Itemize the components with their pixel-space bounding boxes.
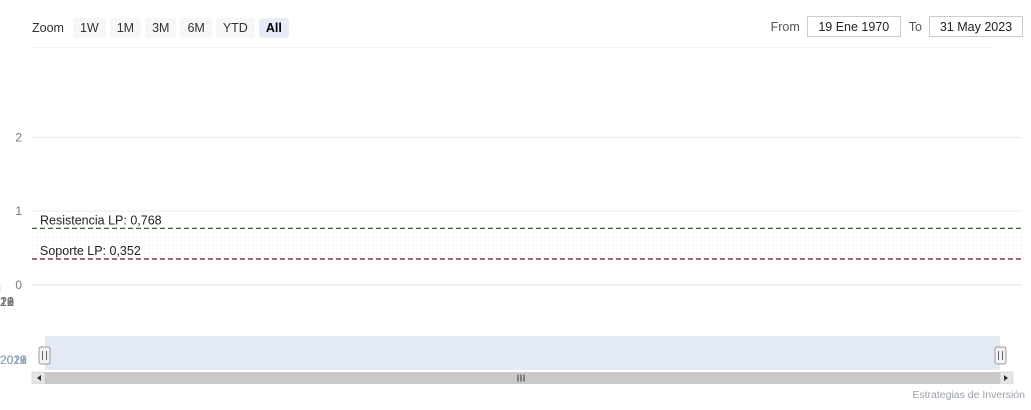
left-handle-body[interactable] xyxy=(38,346,51,365)
x-tick-label-2019: 2019 xyxy=(0,295,14,309)
navigator-year-label-2020: 2020 xyxy=(0,353,27,367)
zoom-button-1m[interactable]: 1M xyxy=(109,18,142,38)
x-tick-label-2023: 2023 xyxy=(0,295,14,309)
main-chart-svg[interactable]: Resistencia LP: 0,768 Soporte LP: 0,352 … xyxy=(0,52,1031,310)
x-tick-label-2018: 2018 xyxy=(0,295,14,309)
chart-credits[interactable]: Estrategias de Inversión xyxy=(912,389,1025,401)
zoom-controls: Zoom 1W 1M 3M 6M YTD All xyxy=(32,18,293,38)
resistance-label: Resistencia LP: 0,768 xyxy=(40,213,162,227)
y-tick-0: 0 xyxy=(15,278,22,292)
scrollbar-right-arrow-button[interactable] xyxy=(999,371,1014,385)
x-tick-label-2020: 2020 xyxy=(0,295,14,309)
navigator-scrollbar[interactable] xyxy=(31,371,1014,385)
support-resistance-band xyxy=(32,228,1022,260)
from-label: From xyxy=(770,19,800,34)
resistance-plotline: Resistencia LP: 0,768 xyxy=(32,213,1022,229)
header-divider xyxy=(32,47,992,48)
range-selector-bar: Zoom 1W 1M 3M 6M YTD All From To xyxy=(0,0,1031,48)
zoom-button-3m[interactable]: 3M xyxy=(145,18,177,38)
main-plot: Resistencia LP: 0,768 Soporte LP: 0,352 … xyxy=(0,52,1031,310)
from-date-input[interactable] xyxy=(806,16,901,37)
to-label: To xyxy=(908,19,922,34)
zoom-button-1w[interactable]: 1W xyxy=(72,18,106,38)
y-tick-2: 2 xyxy=(15,130,22,144)
navigator-right-handle[interactable] xyxy=(994,346,1007,365)
chevron-right-icon xyxy=(1004,375,1008,381)
navigator-selected-mask[interactable] xyxy=(45,336,1000,370)
navigator-year-label-2023: 2023 xyxy=(0,353,27,367)
zoom-button-all[interactable]: All xyxy=(258,18,289,38)
navigator[interactable]: 2018 2019 2020 2021 2022 2023 xyxy=(0,336,1031,385)
zoom-button-6m[interactable]: 6M xyxy=(180,18,212,38)
gridlines xyxy=(32,136,1022,286)
y-tick-1: 1 xyxy=(15,204,22,218)
date-range-controls: From To xyxy=(771,16,1023,37)
navigator-left-handle[interactable] xyxy=(38,346,51,365)
scrollbar-grip-icon xyxy=(517,374,525,382)
y-axis: 0 1 2 xyxy=(15,130,22,292)
support-label: Soporte LP: 0,352 xyxy=(40,244,141,258)
scrollbar-thumb[interactable] xyxy=(45,372,1000,384)
scrollbar-left-arrow-button[interactable] xyxy=(31,371,46,385)
zoom-label: Zoom xyxy=(32,21,64,35)
right-handle-body[interactable] xyxy=(994,346,1007,365)
support-plotline: Soporte LP: 0,352 xyxy=(32,244,1022,260)
navigator-year-label-2018: 2018 xyxy=(0,353,27,367)
navigator-year-label-2021: 2021 xyxy=(0,353,27,367)
navigator-year-label-2019: 2019 xyxy=(0,353,27,367)
x-tick-label-2021: 2021 xyxy=(0,295,14,309)
to-date-input[interactable] xyxy=(929,16,1023,37)
navigator-year-label-2022: 2022 xyxy=(0,353,27,367)
zoom-button-ytd[interactable]: YTD xyxy=(215,18,255,38)
chevron-left-icon xyxy=(37,375,41,381)
x-tick-label-2022: 2022 xyxy=(0,295,14,309)
